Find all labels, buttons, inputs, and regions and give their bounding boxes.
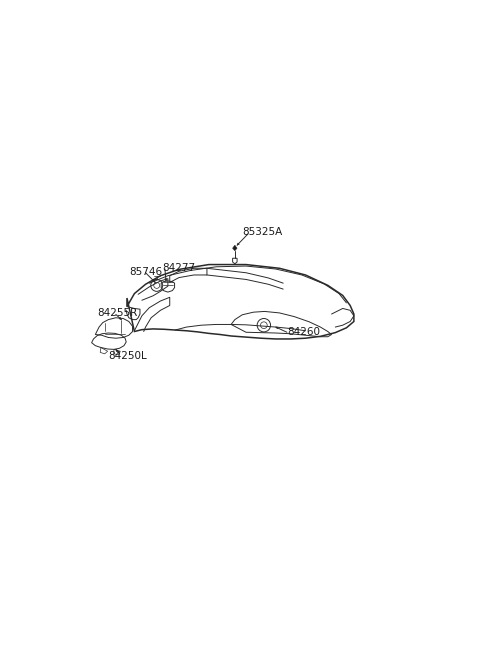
Polygon shape xyxy=(116,349,118,352)
Text: 85325A: 85325A xyxy=(242,227,283,237)
Polygon shape xyxy=(165,278,167,281)
Polygon shape xyxy=(276,327,278,329)
Text: 85746: 85746 xyxy=(129,267,162,277)
Polygon shape xyxy=(119,318,121,320)
Polygon shape xyxy=(237,243,240,245)
Text: 84250L: 84250L xyxy=(108,350,147,361)
Text: 84260: 84260 xyxy=(287,327,320,337)
Text: 84277: 84277 xyxy=(162,263,195,272)
Polygon shape xyxy=(153,280,155,282)
Polygon shape xyxy=(233,245,237,251)
Text: 84255R: 84255R xyxy=(97,308,137,318)
